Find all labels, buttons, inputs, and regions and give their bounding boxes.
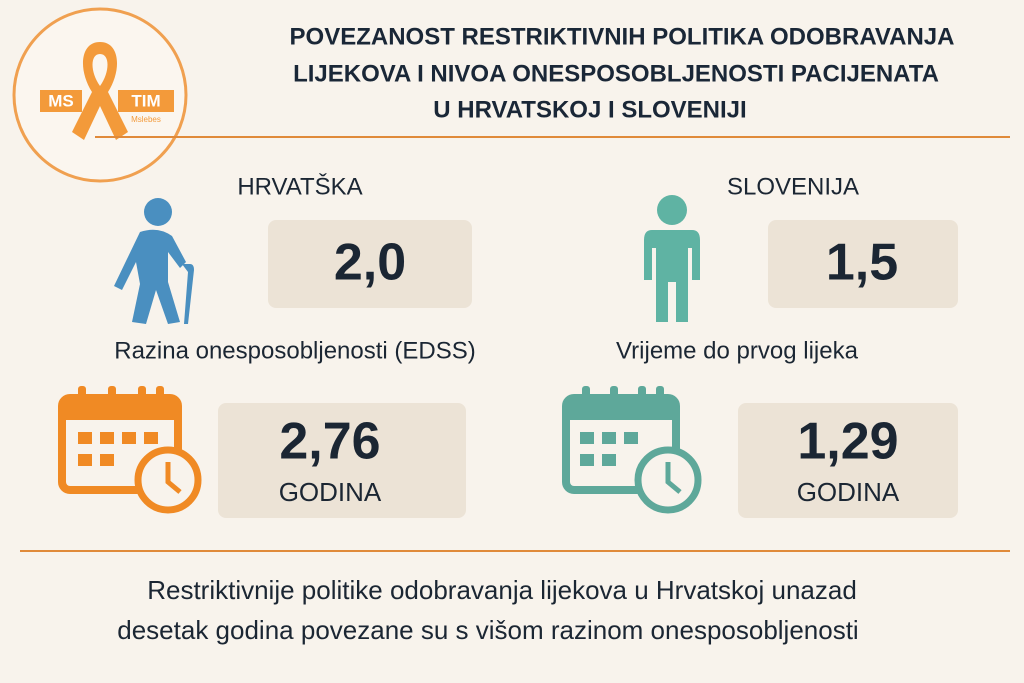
metric-label: Razina onesposobljenosti (EDSS) [114,337,476,364]
person-cane-icon [114,198,194,324]
time-unit: GODINA [797,477,900,507]
calendar-icon [58,386,202,514]
footer-line: Restriktivnije politike odobravanja lije… [147,575,857,605]
edss-value: 1,5 [826,234,898,292]
value-box [218,403,466,518]
country: HRVATŠKA [237,172,362,200]
title-line: U HRVATSKOJ I SLOVENIJI [433,96,746,123]
calendar-icon [562,386,702,514]
title-line: POVEZANOST RESTRIKTIVNIH POLITIKA ODOBRA… [290,23,955,50]
logo-right: TIM [131,91,160,110]
footer-line: desetak godina povezane su s višom razin… [117,615,858,645]
edss-value: 2,0 [334,234,406,292]
metric-label: Vrijeme do prvog lijeka [616,337,859,364]
country: SLOVENIJA [727,173,859,200]
logo: MS TIM Mslebes [12,7,188,183]
time-value: 2,76 [279,413,380,471]
person-icon [644,195,700,322]
time-unit: GODINA [279,477,382,507]
title-line: LIJEKOVA I NIVOA ONESPOSOBLJENOSTI PACIJ… [293,60,939,87]
time-value: 1,29 [797,413,898,471]
value-box [268,220,472,308]
logo-caption: Mslebes [131,115,161,124]
value-box [768,220,958,308]
logo-left: MS [48,91,74,110]
value-box [738,403,958,518]
